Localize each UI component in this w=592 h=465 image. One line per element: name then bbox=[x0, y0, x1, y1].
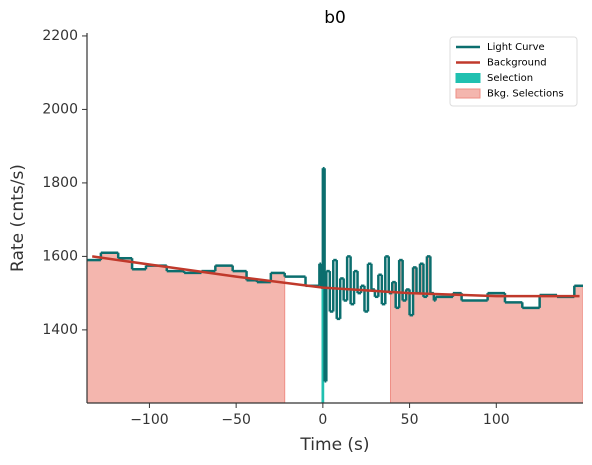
legend-swatch bbox=[455, 73, 481, 83]
x-tick-label: −50 bbox=[221, 412, 251, 428]
legend-label: Light Curve bbox=[487, 42, 545, 53]
y-tick-label: 1400 bbox=[42, 322, 78, 338]
y-tick-label: 2000 bbox=[42, 101, 78, 117]
legend-label: Bkg. Selections bbox=[487, 89, 564, 100]
x-axis-label: Time (s) bbox=[299, 435, 369, 455]
legend-swatch bbox=[455, 88, 481, 99]
legend-label: Background bbox=[487, 58, 547, 69]
y-axis-label: Rate (cnts/s) bbox=[8, 164, 28, 272]
legend: Light Curve Background Selection Bkg. Selec… bbox=[449, 36, 578, 107]
chart-title: b0 bbox=[324, 8, 346, 28]
legend-label: Selection bbox=[487, 73, 533, 84]
y-tick-label: 2200 bbox=[42, 28, 78, 44]
region-fill bbox=[87, 252, 286, 403]
x-tick-label: 100 bbox=[483, 412, 510, 428]
x-tick-label: 50 bbox=[401, 412, 419, 428]
y-tick-label: 1800 bbox=[42, 175, 78, 191]
background-line bbox=[92, 255, 580, 298]
x-tick-label: 0 bbox=[318, 412, 327, 428]
y-tick-label: 1600 bbox=[42, 248, 78, 264]
x-tick-label: −100 bbox=[130, 412, 168, 428]
legend-frame bbox=[449, 36, 578, 107]
